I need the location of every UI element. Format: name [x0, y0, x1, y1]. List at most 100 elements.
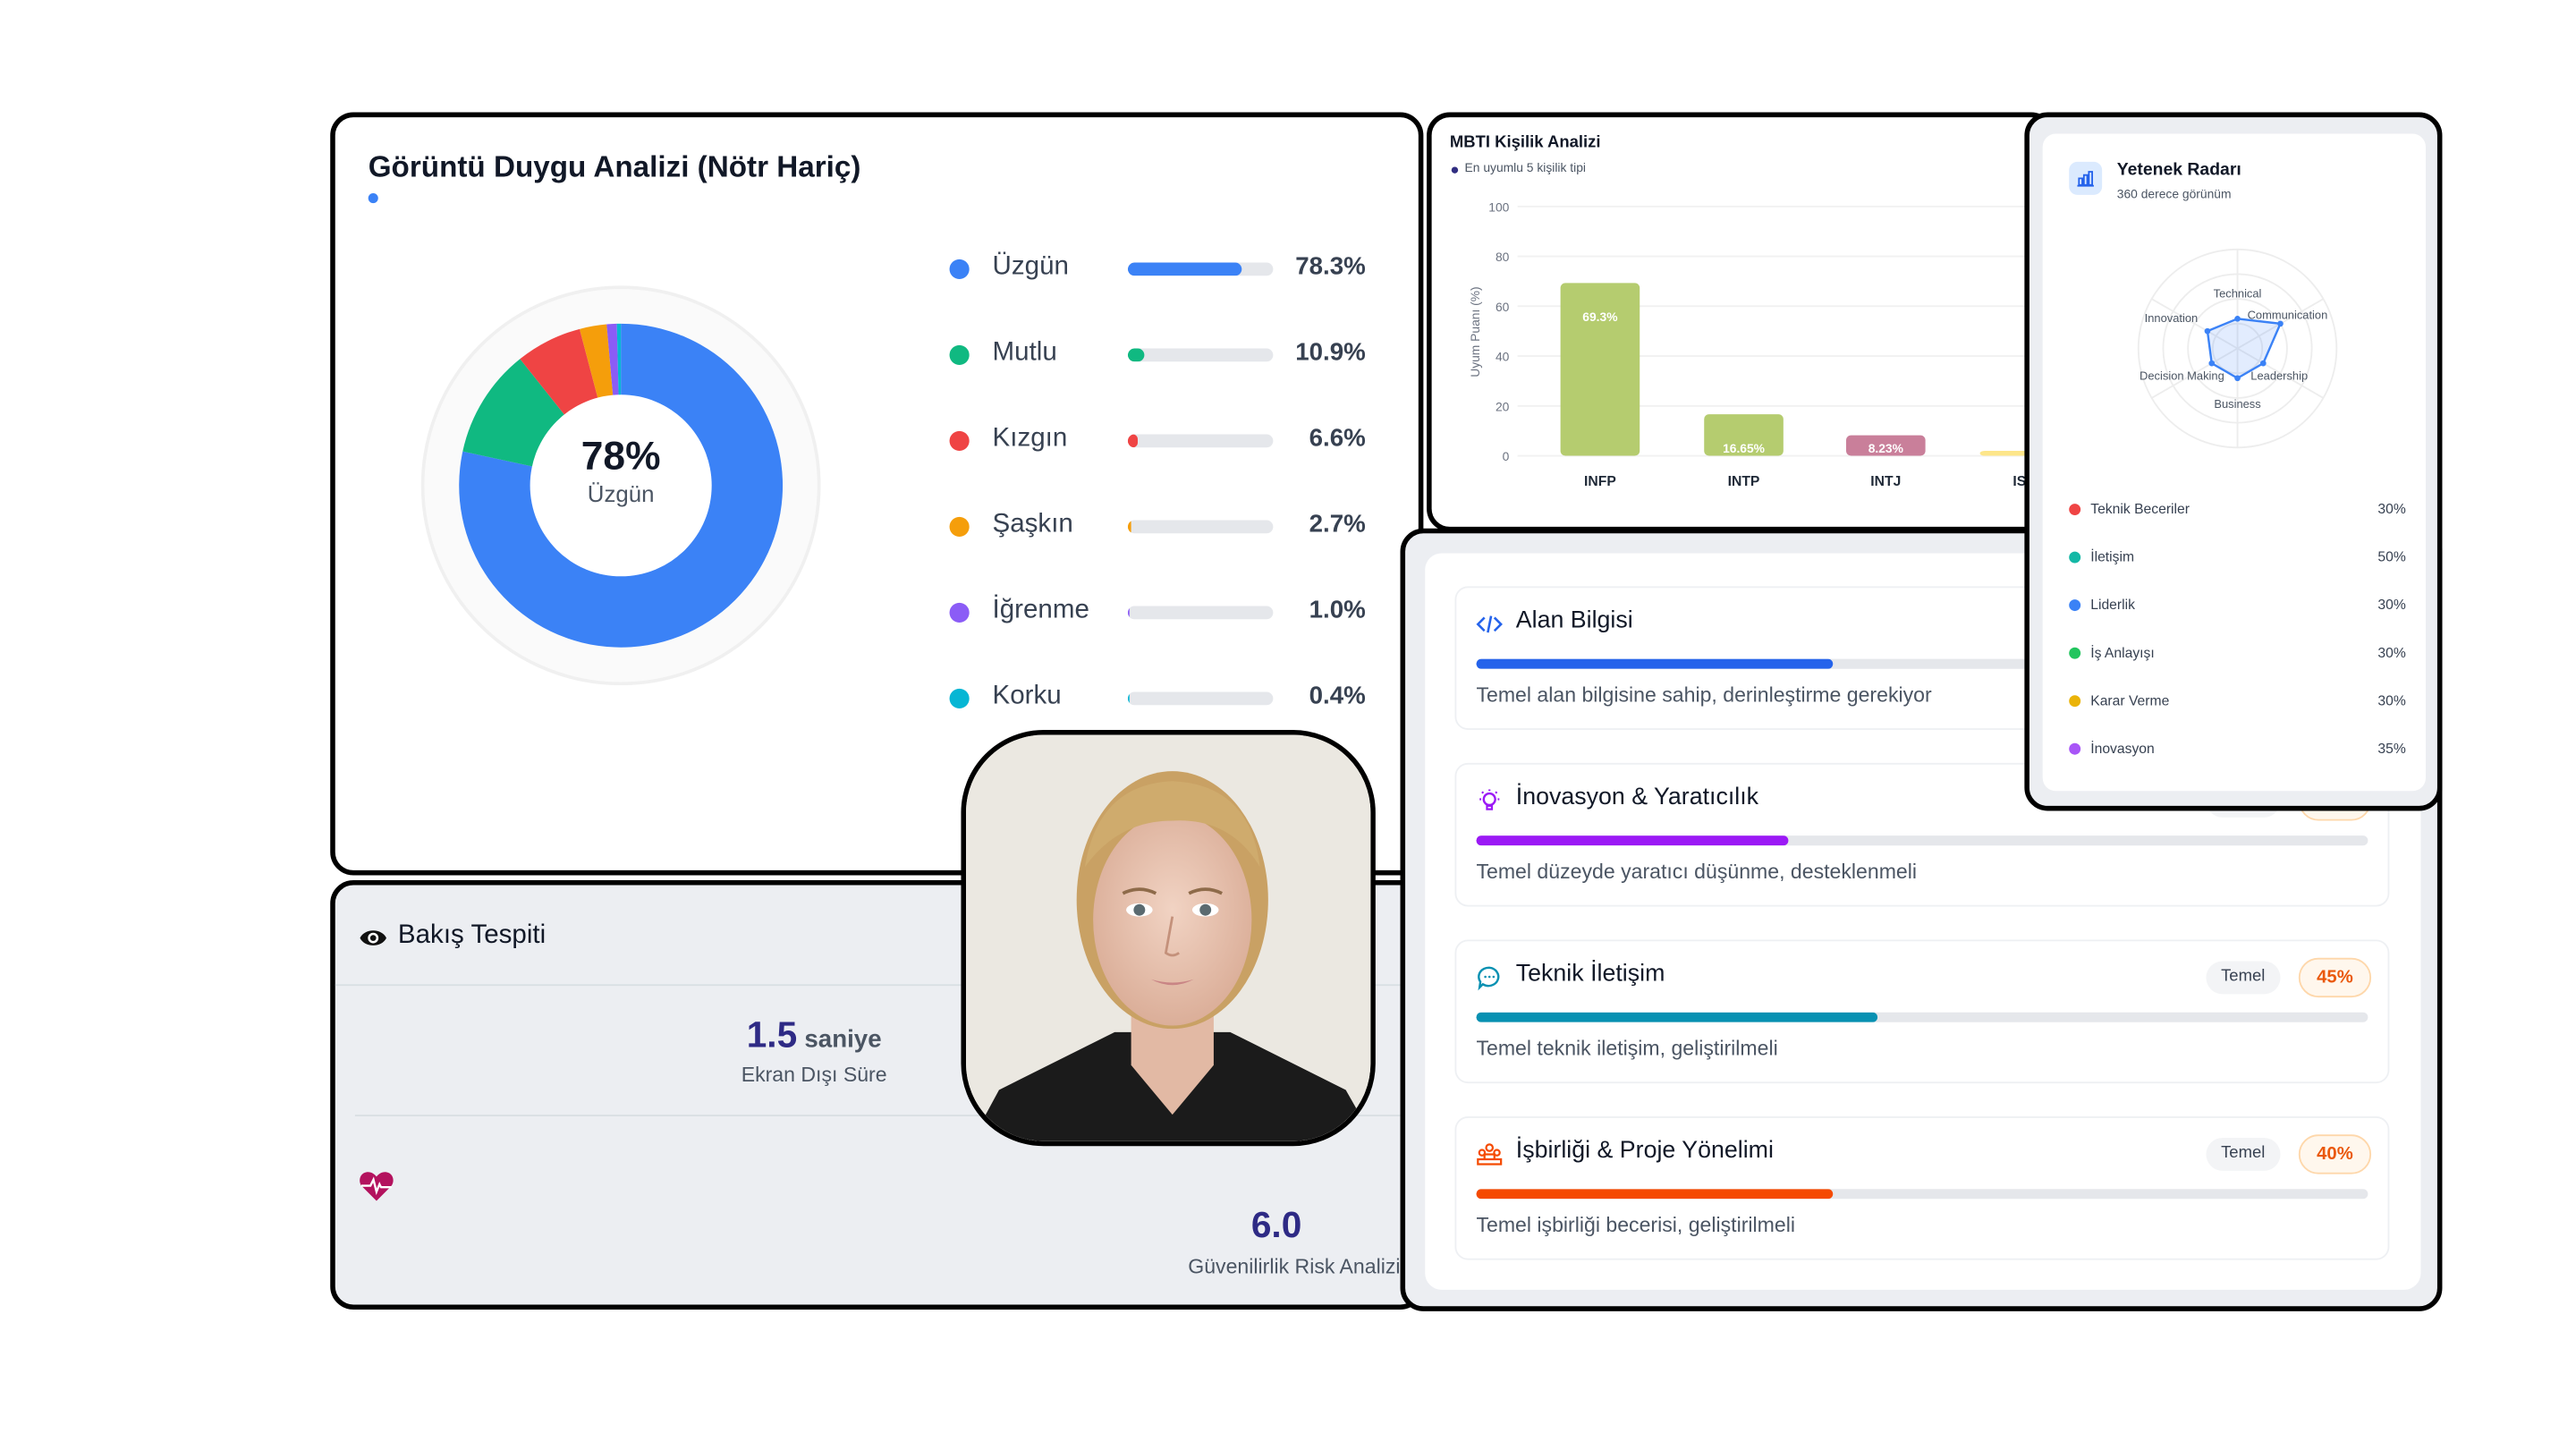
- legend-dot: [2069, 695, 2081, 708]
- emotion-row: İğrenme 1.0%: [946, 596, 1376, 629]
- skill-progress-bar: [1476, 1189, 2368, 1200]
- skill-level-badge: Temel: [2206, 961, 2280, 995]
- chat-icon: [1478, 966, 1500, 991]
- emotion-row: Üzgün 78.3%: [946, 252, 1376, 285]
- panel-subtitle: 360 derece görünüm: [2116, 186, 2232, 202]
- skill-radar-panel: Yetenek Radarı 360 derece görünüm Techni…: [2024, 112, 2443, 811]
- emotion-progress-fill: [1127, 262, 1242, 276]
- legend-label: İnovasyon: [2090, 740, 2155, 757]
- bar-INTJ: [1845, 435, 1926, 456]
- skill-progress-bar: [1476, 1012, 2368, 1022]
- legend-dot: [949, 688, 970, 708]
- x-tick-label: INTJ: [1870, 474, 1901, 489]
- legend-value: 30%: [2377, 691, 2406, 708]
- emotion-progress-bar: [1127, 691, 1274, 706]
- legend-dot: [2069, 551, 2081, 564]
- panel-title: MBTI Kişilik Analizi: [1449, 133, 1601, 152]
- title-accent-dot: [368, 192, 378, 204]
- radar-axis-label: Communication: [2248, 308, 2328, 321]
- y-tick-label: 40: [1496, 350, 1510, 364]
- y-tick-label: 20: [1496, 399, 1510, 413]
- radar-legend-row: Karar Verme 30%: [2069, 691, 2406, 714]
- bar-chart-icon: [2069, 161, 2103, 195]
- mbti-bar-chart: 100 80 60 40 20 0 Uyum Puanı (%) 69.3% INFP 16.65…: [1468, 199, 2050, 489]
- legend-dot: [949, 602, 970, 623]
- emotion-progress-bar: [1127, 434, 1274, 448]
- radar-axis-label: Business: [2214, 397, 2260, 411]
- offscreen-unit: saniye: [804, 1025, 882, 1054]
- legend-label: İletişim: [2090, 547, 2135, 565]
- emotion-label: Kızgın: [992, 424, 1068, 453]
- legend-label: Liderlik: [2090, 596, 2135, 613]
- emotion-label: Şaşkın: [992, 510, 1073, 538]
- legend-label: Teknik Beceriler: [2090, 500, 2190, 517]
- skill-card: İşbirliği & Proje Yönelimi Temel 40% Tem…: [1454, 1115, 2390, 1260]
- legend-dot: [949, 516, 970, 537]
- portrait-image: [965, 734, 1371, 1141]
- emotion-value: 78.3%: [1295, 252, 1366, 281]
- eye-icon: [360, 930, 386, 945]
- radar-legend-row: Teknik Beceriler 30%: [2069, 499, 2406, 522]
- emotion-progress-fill: [1127, 520, 1132, 534]
- skill-title: İşbirliği & Proje Yönelimi: [1515, 1137, 1774, 1165]
- emotion-value: 10.9%: [1295, 338, 1366, 367]
- radar-legend-row: İletişim 50%: [2069, 547, 2406, 570]
- emotion-row: Şaşkın 2.7%: [946, 510, 1376, 543]
- lightbulb-icon: [1479, 789, 1500, 810]
- skill-description: Temel işbirliği becerisi, geliştirilmeli: [1476, 1213, 1795, 1237]
- radar-legend-row: Liderlik 30%: [2069, 595, 2406, 618]
- skill-title: Teknik İletişim: [1515, 961, 1665, 988]
- emotion-row: Korku 0.4%: [946, 682, 1376, 715]
- y-tick-label: 80: [1496, 250, 1510, 264]
- bar-value-label: 69.3%: [1582, 310, 1617, 324]
- skill-title: İnovasyon & Yaratıcılık: [1515, 784, 1759, 811]
- skill-description: Temel düzeyde yaratıcı düşünme, destekle…: [1476, 860, 1918, 884]
- panel-title: Görüntü Duygu Analizi (Nötr Hariç): [368, 149, 861, 183]
- radar-axis: [2151, 347, 2238, 399]
- emotion-label: Mutlu: [992, 338, 1057, 367]
- skill-description: Temel teknik iletişim, geliştirilmeli: [1476, 1037, 1778, 1061]
- code-icon: [1476, 615, 1503, 633]
- heart-pulse-icon: [360, 1172, 394, 1201]
- divider: [354, 1115, 1419, 1116]
- emotion-progress-bar: [1127, 348, 1274, 362]
- legend-value: 30%: [2377, 500, 2406, 517]
- radar-axis-label: Leadership: [2250, 369, 2308, 383]
- x-tick-label: INTP: [1728, 474, 1760, 489]
- radar-point: [2204, 327, 2211, 335]
- emotion-value: 2.7%: [1309, 510, 1366, 538]
- emotion-row: Kızgın 6.6%: [946, 424, 1376, 457]
- emotion-progress-fill: [1127, 434, 1138, 448]
- skill-title: Alan Bilgisi: [1515, 607, 1633, 634]
- risk-label: Güvenilirlik Risk Analizi: [1188, 1255, 1401, 1278]
- offscreen-metric: 1.5 saniye: [649, 1014, 979, 1057]
- skill-radar-card: Yetenek Radarı 360 derece görünüm Techni…: [2042, 133, 2426, 792]
- donut-center-value: 78%: [580, 434, 661, 479]
- bar-value-label: 16.65%: [1723, 441, 1765, 455]
- skill-description: Temel alan bilgisine sahip, derinleştirm…: [1476, 683, 1932, 708]
- bar-INFP: [1560, 283, 1640, 456]
- bar-INTP: [1704, 414, 1784, 456]
- skill-progress-fill: [1476, 835, 1789, 846]
- bullet-dot: [1451, 166, 1459, 174]
- panel-title: Bakış Tespiti: [397, 921, 547, 950]
- emotion-label: Korku: [992, 682, 1062, 710]
- legend-label: Karar Verme: [2090, 691, 2170, 708]
- emotion-progress-bar: [1127, 520, 1274, 534]
- risk-value: 6.0: [1250, 1203, 1302, 1245]
- skill-percent-badge: 45%: [2298, 957, 2372, 998]
- radar-point: [2208, 360, 2216, 367]
- skill-percent-badge: 40%: [2298, 1134, 2372, 1174]
- legend-value: 35%: [2377, 740, 2406, 757]
- legend-value: 30%: [2377, 596, 2406, 613]
- panel-subtitle: En uyumlu 5 kişilik tipi: [1464, 160, 1586, 175]
- emotion-analysis-panel: Görüntü Duygu Analizi (Nötr Hariç) 78% Ü…: [330, 112, 1424, 876]
- emotion-label: Üzgün: [992, 252, 1069, 281]
- divider: [335, 984, 1419, 987]
- legend-label: İş Anlayışı: [2090, 643, 2155, 661]
- offscreen-label: Ekran Dışı Süre: [741, 1063, 887, 1087]
- radar-point: [2234, 375, 2241, 382]
- radar-axis: [2151, 298, 2238, 350]
- radar-axis: [2237, 347, 2324, 399]
- radar-legend-row: İş Anlayışı 30%: [2069, 642, 2406, 666]
